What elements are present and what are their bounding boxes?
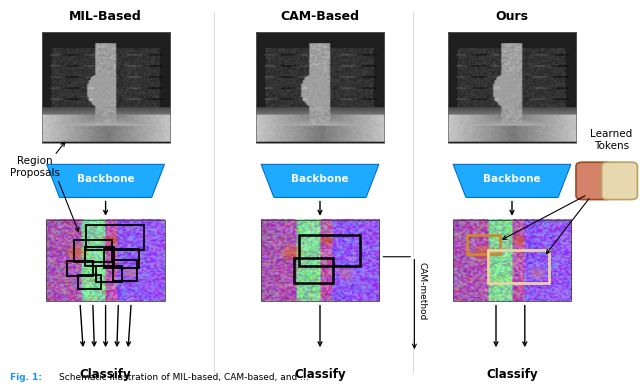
Text: MIL-Based: MIL-Based [69, 10, 142, 23]
Bar [47, 220, 165, 301]
Bar [448, 32, 576, 143]
Text: Classify: Classify [294, 368, 346, 380]
Text: Schematic illustration of MIL-based, CAM-based, and ...: Schematic illustration of MIL-based, CAM… [59, 373, 308, 382]
Bar [453, 220, 572, 301]
Text: Fig. 1:: Fig. 1: [10, 373, 42, 382]
Bar [42, 32, 170, 143]
Text: Learned
Tokens: Learned Tokens [590, 129, 632, 151]
Polygon shape [47, 164, 164, 198]
FancyBboxPatch shape [576, 162, 612, 200]
FancyBboxPatch shape [602, 162, 637, 200]
Polygon shape [453, 164, 571, 198]
Bar [113, 260, 137, 281]
Bar [256, 32, 384, 143]
Bar [96, 266, 122, 282]
Text: CAM-Based: CAM-Based [280, 10, 360, 23]
Text: Backbone: Backbone [483, 174, 541, 184]
Text: Region
Proposals: Region Proposals [10, 156, 60, 178]
Bar [488, 250, 549, 283]
Bar [300, 235, 360, 266]
Bar [67, 261, 93, 276]
Bar [86, 224, 144, 250]
Bar [104, 249, 140, 268]
Text: Backbone: Backbone [291, 174, 349, 184]
Text: CAM-method: CAM-method [417, 261, 427, 320]
Bar [261, 220, 379, 301]
Text: Backbone: Backbone [77, 174, 134, 184]
Bar [74, 240, 112, 261]
Text: Ours: Ours [495, 10, 529, 23]
Text: Classify: Classify [486, 368, 538, 380]
Bar [294, 258, 333, 283]
Bar [467, 235, 500, 254]
Bar [79, 275, 101, 289]
Text: Classify: Classify [80, 368, 131, 380]
Bar [85, 247, 114, 266]
Polygon shape [261, 164, 379, 198]
